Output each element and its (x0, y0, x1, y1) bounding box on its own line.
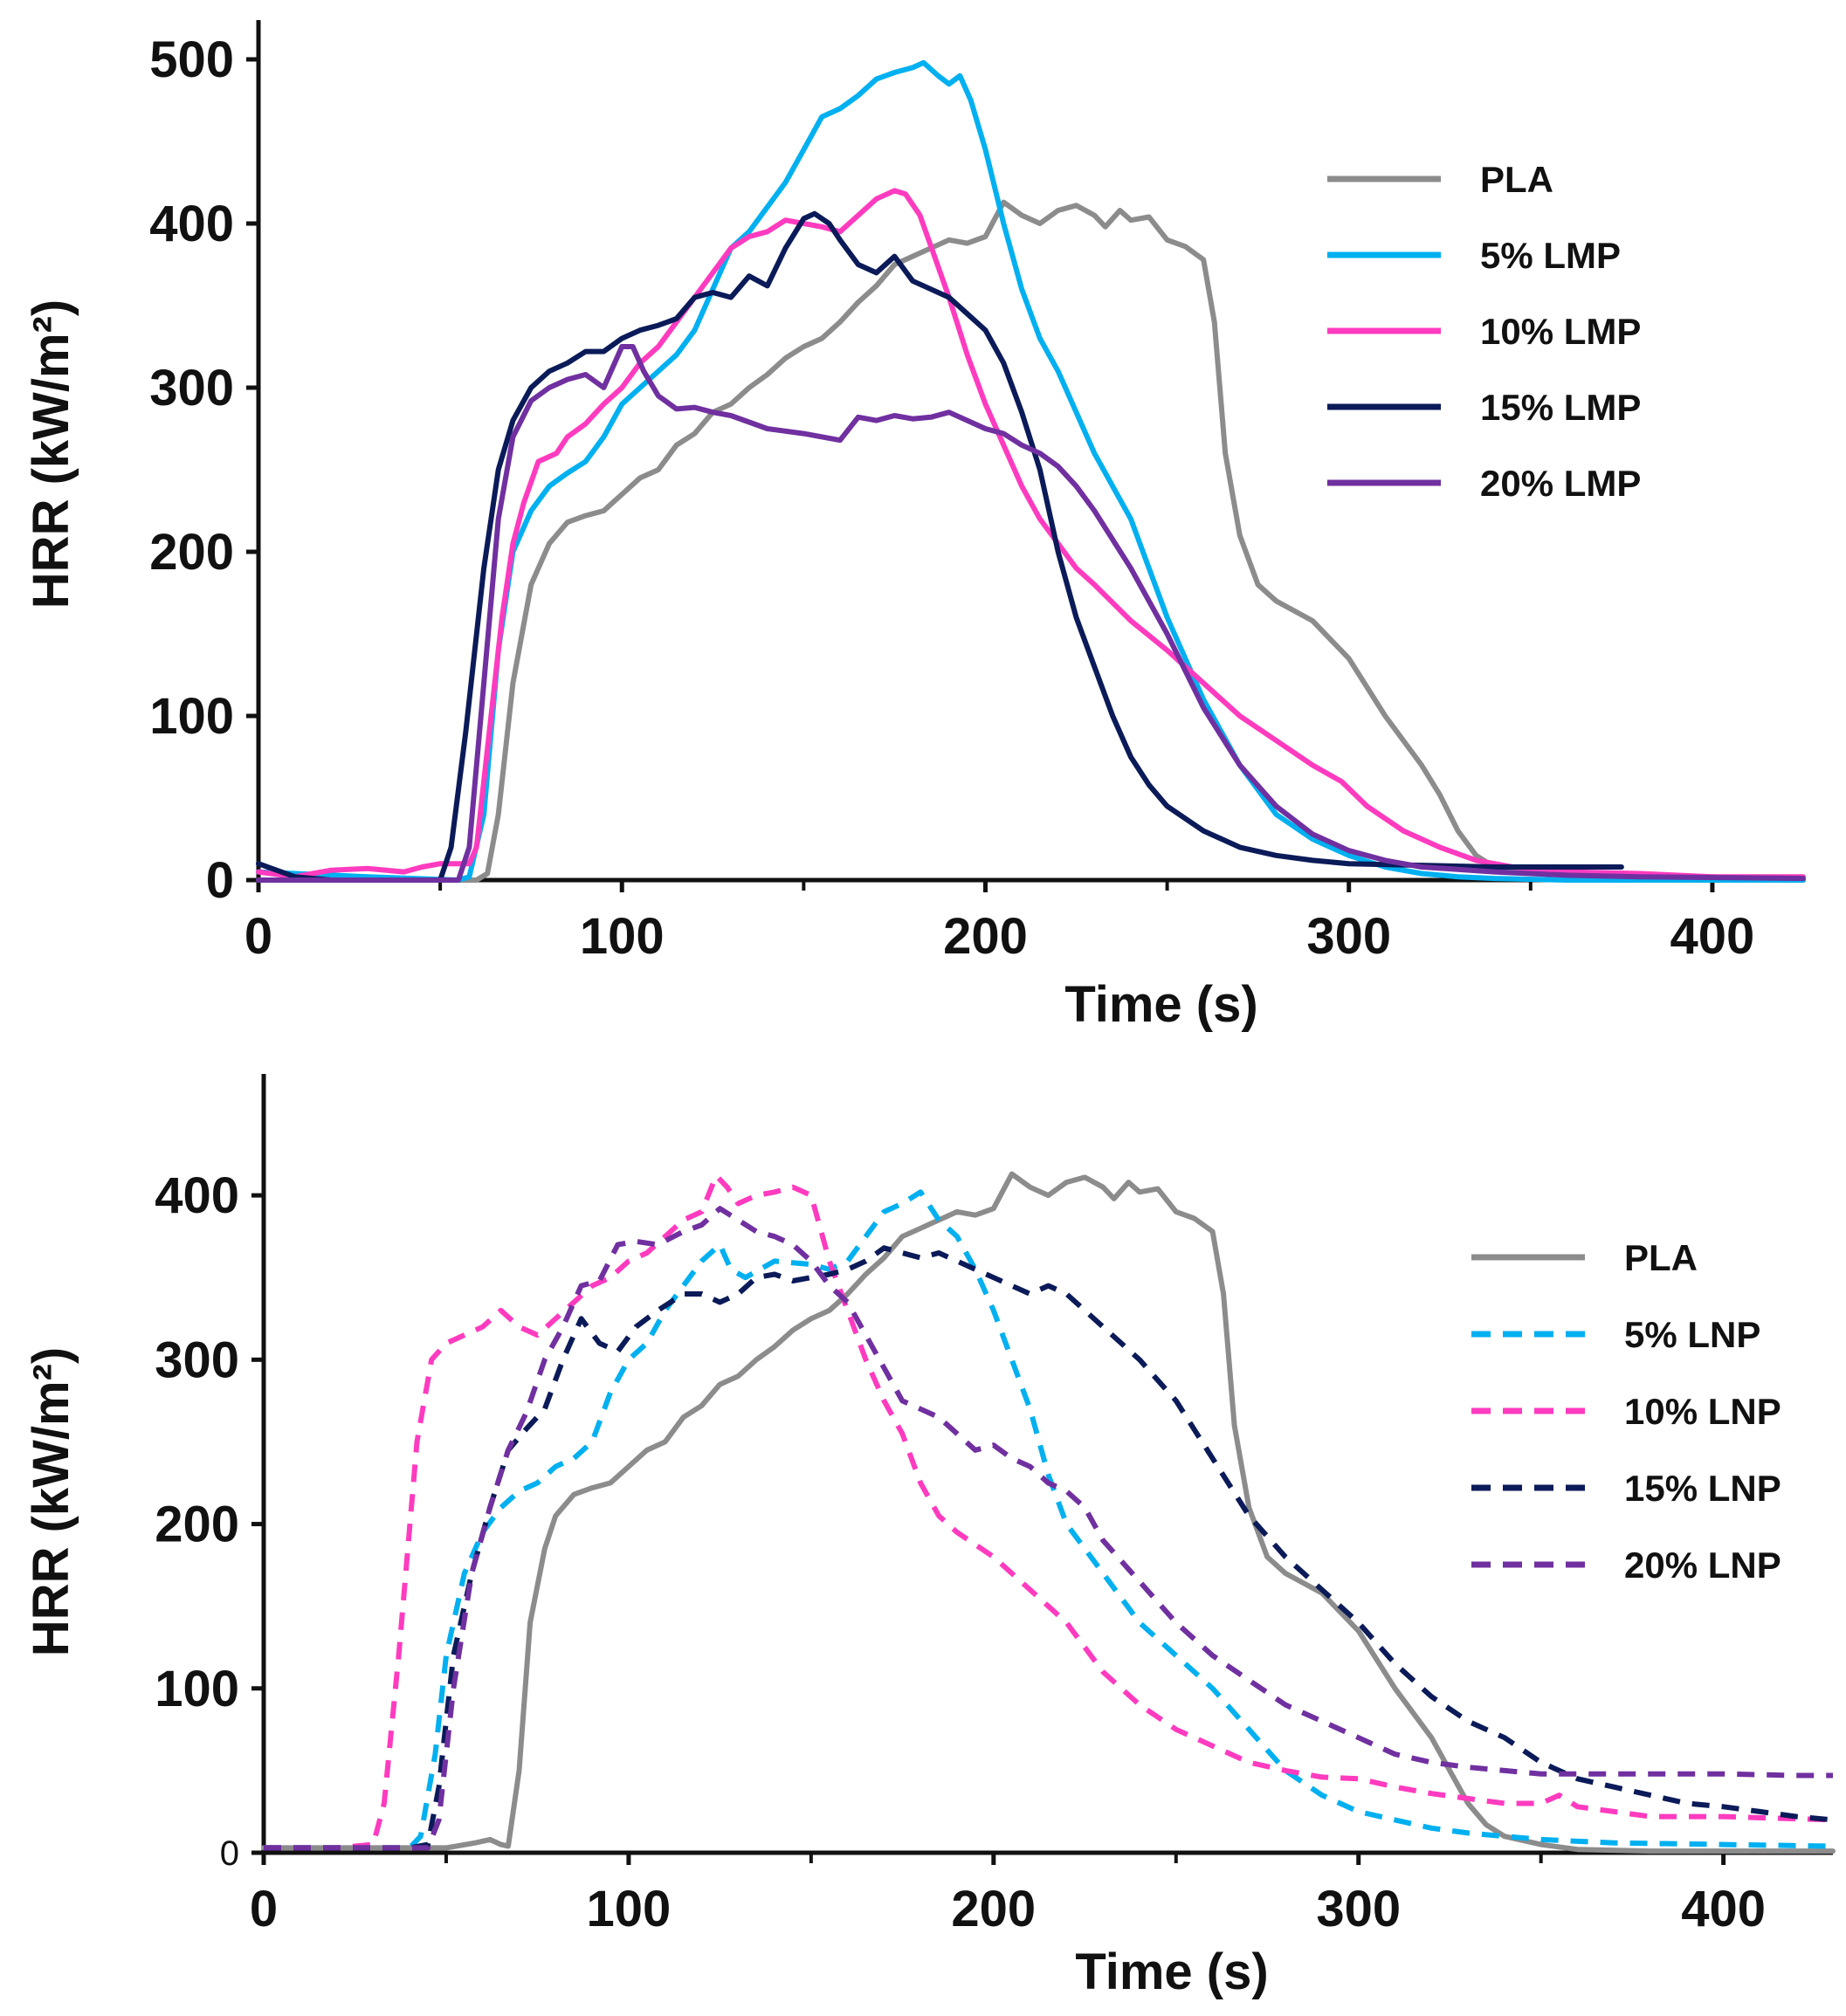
x-tick-label: 200 (951, 1881, 1036, 1937)
y-tick-label: 500 (149, 31, 234, 88)
legend-label: 10% LMP (1480, 311, 1641, 352)
legend-item: 10% LNP (1471, 1391, 1781, 1432)
axes: 0 100 200 300 400 500 0 100 200 300 400 (149, 20, 1803, 965)
series-line-10-lmp (256, 188, 1806, 880)
y-tick-label: 100 (149, 688, 234, 745)
series-line-5-lnp (264, 1189, 1834, 1851)
y-tick-label: 200 (155, 1497, 239, 1553)
legend-label: PLA (1624, 1237, 1698, 1278)
series-line-pla (256, 199, 1806, 883)
legend-item: 15% LNP (1471, 1468, 1781, 1509)
x-tick-label: 0 (250, 1881, 278, 1937)
x-tick-label: 100 (580, 908, 665, 965)
x-axis-title: Time (s) (1064, 976, 1257, 1033)
legend: PLA 5% LNP 10% LNP 15% LNP 20% LNP (1471, 1237, 1781, 1586)
y-tick-label: 400 (149, 196, 234, 252)
series-group (256, 59, 1806, 883)
y-axis-title: HRR (kW/m²) (23, 1347, 79, 1656)
legend-item: 10% LMP (1327, 311, 1641, 352)
legend-item: 5% LNP (1471, 1314, 1760, 1355)
y-tick-label: 100 (155, 1661, 239, 1717)
legend: PLA 5% LMP 10% LMP 15% LMP 20% LMP (1327, 159, 1641, 504)
series-line-15-lmp (256, 210, 1624, 883)
series-line-pla (261, 1171, 1836, 1854)
legend-label: 15% LNP (1624, 1468, 1781, 1509)
legend-label: 5% LNP (1624, 1314, 1760, 1355)
legend-label: 5% LMP (1480, 235, 1621, 276)
legend-label: 20% LNP (1624, 1545, 1781, 1586)
chart-bottom: HRR (kW/m²) Time (s) 0 100 200 300 400 0 100 20… (23, 1074, 1836, 2000)
legend-label: 15% LMP (1480, 387, 1641, 428)
x-tick-label: 300 (1316, 1881, 1401, 1937)
x-tick-label: 300 (1306, 908, 1391, 965)
series-line-15-lnp (264, 1245, 1834, 1851)
series-line-10-lnp (264, 1173, 1834, 1851)
legend-item: 20% LMP (1327, 463, 1641, 504)
x-tick-label: 400 (1681, 1881, 1766, 1937)
y-tick-label: 400 (155, 1167, 239, 1224)
axes: 0 100 200 300 400 0 100 200 300 400 (155, 1074, 1833, 1937)
legend-item: PLA (1327, 159, 1553, 200)
x-tick-label: 100 (587, 1881, 672, 1937)
legend-label: 20% LMP (1480, 463, 1641, 504)
y-tick-label: 300 (155, 1331, 239, 1388)
x-tick-label: 200 (943, 908, 1028, 965)
x-tick-label: 0 (245, 908, 272, 965)
legend-item: 5% LMP (1327, 235, 1621, 276)
y-axis-title: HRR (kW/m²) (23, 299, 79, 609)
legend-item: PLA (1471, 1237, 1698, 1278)
series-group (261, 1171, 1836, 1854)
y-tick-label: 0 (206, 852, 234, 909)
y-tick-label: 0 (220, 1834, 239, 1873)
chart-top: HRR (kW/m²) Time (s) 0 100 200 300 400 500 0 10… (23, 20, 1806, 1033)
legend-item: 20% LNP (1471, 1545, 1781, 1586)
x-axis-title: Time (s) (1075, 1944, 1268, 2000)
legend-item: 15% LMP (1327, 387, 1641, 428)
legend-label: PLA (1480, 159, 1553, 200)
x-tick-label: 400 (1670, 908, 1755, 965)
y-tick-label: 200 (149, 524, 234, 581)
y-tick-label: 300 (149, 360, 234, 416)
series-line-20-lmp (256, 344, 1806, 883)
legend-label: 10% LNP (1624, 1391, 1781, 1432)
series-line-20-lnp (264, 1206, 1833, 1851)
